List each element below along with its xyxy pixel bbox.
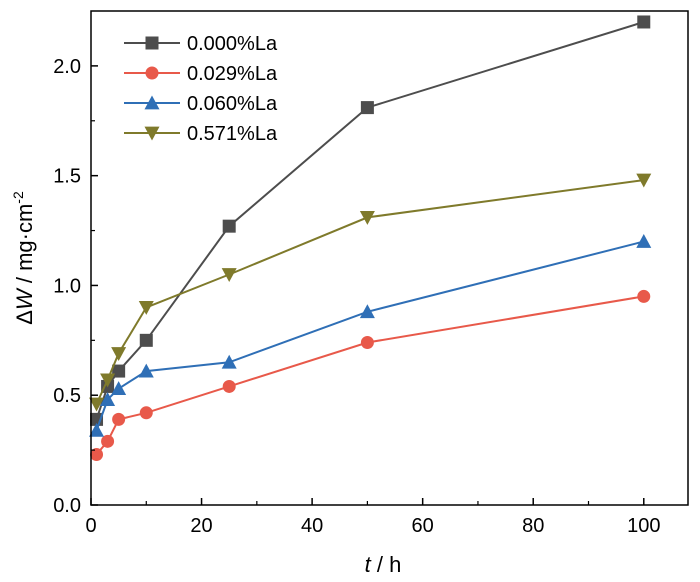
series-0 bbox=[90, 15, 651, 426]
data-point bbox=[222, 219, 236, 233]
legend-label: 0.029%La bbox=[187, 63, 278, 85]
legend-marker bbox=[144, 95, 160, 110]
plot-marks bbox=[89, 15, 652, 462]
series-2 bbox=[89, 234, 652, 437]
x-tick-label: 0 bbox=[85, 515, 96, 537]
x-axis-title: t / h bbox=[365, 552, 402, 577]
data-point bbox=[111, 381, 127, 396]
series-1 bbox=[90, 289, 651, 462]
data-point bbox=[112, 364, 126, 378]
data-point bbox=[360, 101, 374, 115]
data-point bbox=[636, 234, 652, 248]
legend-label: 0.571%La bbox=[187, 123, 278, 145]
legend-item-1: 0.029%La bbox=[124, 63, 278, 85]
data-point bbox=[359, 304, 375, 319]
data-point bbox=[636, 173, 652, 188]
data-point bbox=[138, 363, 154, 378]
data-point bbox=[101, 434, 115, 448]
data-point bbox=[139, 333, 153, 347]
data-point bbox=[90, 448, 104, 462]
series-line bbox=[95, 21, 645, 420]
x-tick-label: 80 bbox=[522, 515, 544, 537]
data-point bbox=[221, 354, 237, 369]
data-point bbox=[112, 412, 126, 426]
y-axis-title: ΔW / mg·cm-2 bbox=[10, 191, 37, 325]
data-point bbox=[89, 422, 105, 437]
data-point bbox=[100, 373, 116, 388]
legend-label: 0.060%La bbox=[187, 93, 278, 115]
legend-label: 0.000%La bbox=[187, 33, 278, 55]
y-tick-label: 0.0 bbox=[53, 495, 81, 517]
data-point bbox=[89, 397, 105, 412]
legend-item-3: 0.571%La bbox=[124, 123, 278, 145]
y-tick-label: 2.0 bbox=[53, 56, 81, 78]
series-line bbox=[95, 295, 644, 456]
plot-frame bbox=[90, 10, 689, 506]
data-point bbox=[222, 379, 236, 393]
y-tick-label: 0.5 bbox=[53, 385, 81, 407]
x-tick-label: 60 bbox=[412, 515, 434, 537]
legend-marker bbox=[144, 126, 160, 141]
data-point bbox=[139, 406, 153, 420]
data-point bbox=[111, 347, 127, 362]
x-tick-label: 40 bbox=[301, 515, 323, 537]
data-point bbox=[359, 211, 375, 225]
series-3 bbox=[89, 173, 652, 412]
data-point bbox=[221, 268, 237, 282]
data-point bbox=[637, 289, 651, 303]
y-tick-label: 1.5 bbox=[53, 166, 81, 188]
legend-marker bbox=[145, 36, 159, 50]
plot-axes: 0 20 40 60 80 100 0.0 0.5 1.0 1.5 2.0 bbox=[53, 10, 689, 537]
legend-item-2: 0.060%La bbox=[124, 93, 278, 115]
data-point bbox=[637, 15, 651, 29]
x-tick-label: 100 bbox=[627, 515, 660, 537]
x-tick-label: 20 bbox=[190, 515, 212, 537]
legend-item-0: 0.000%La bbox=[124, 33, 278, 55]
legend-marker bbox=[145, 66, 159, 80]
y-tick-label: 1.0 bbox=[53, 275, 81, 297]
data-point bbox=[100, 392, 116, 406]
data-point bbox=[138, 301, 154, 315]
legend: 0.000%La 0.029%La 0.060%La 0.571%La bbox=[124, 33, 278, 145]
data-point bbox=[360, 336, 374, 350]
